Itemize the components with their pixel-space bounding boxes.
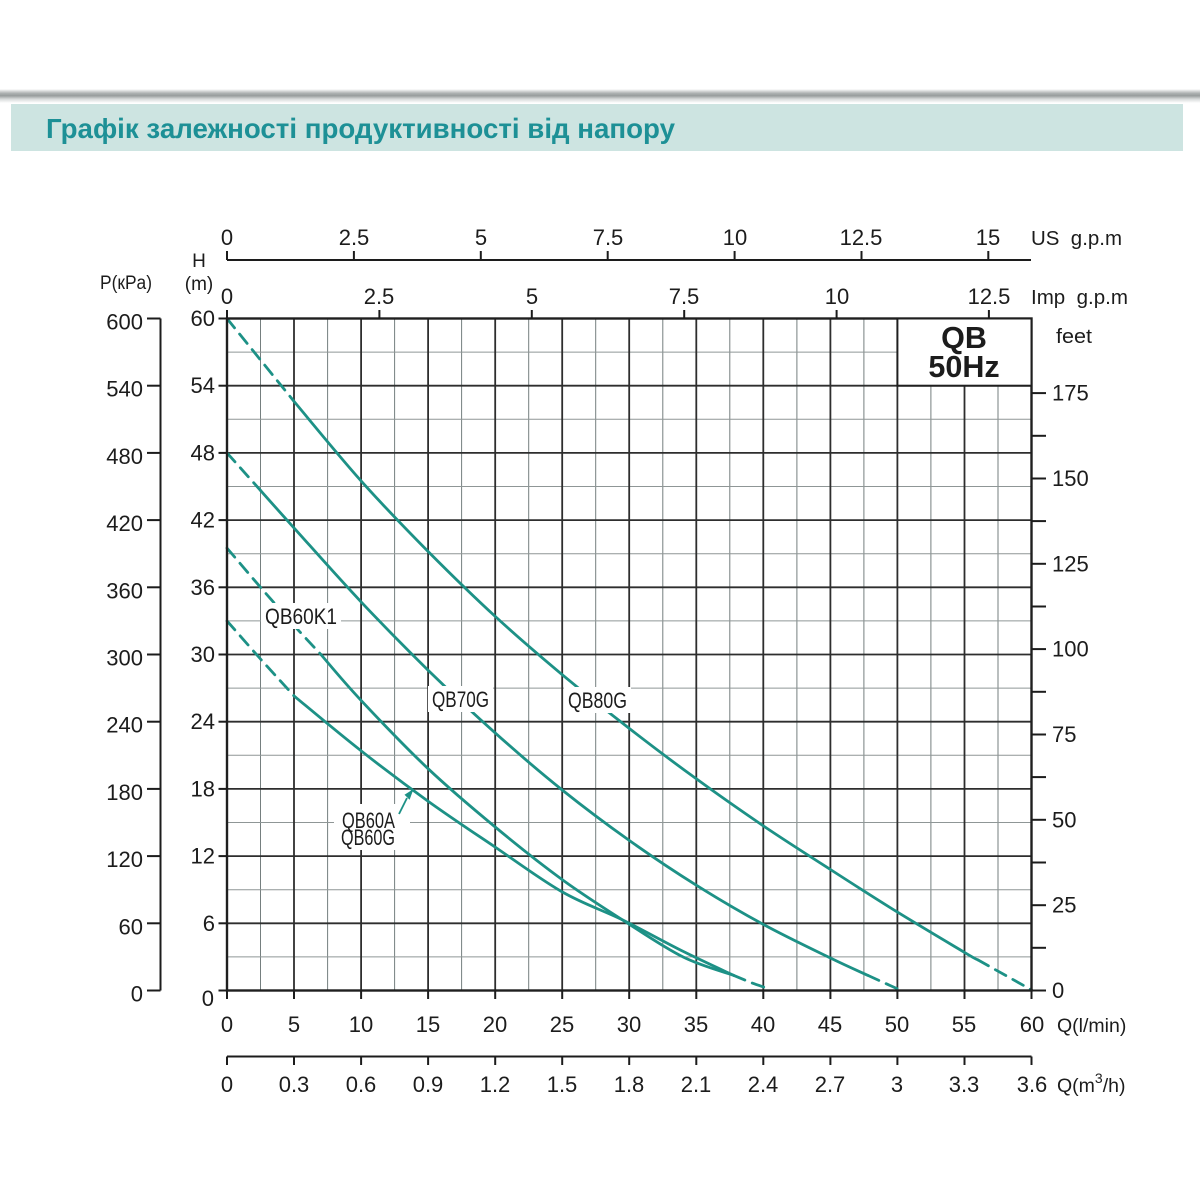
svg-text:420: 420	[106, 511, 143, 536]
svg-text:42: 42	[191, 508, 215, 533]
svg-text:50: 50	[885, 1012, 909, 1037]
svg-text:54: 54	[191, 373, 215, 398]
svg-text:60: 60	[191, 306, 215, 331]
svg-text:3.3: 3.3	[949, 1072, 980, 1097]
svg-text:feet: feet	[1056, 326, 1092, 348]
svg-text:7.5: 7.5	[669, 284, 700, 309]
svg-text:12: 12	[191, 844, 215, 869]
svg-text:150: 150	[1052, 466, 1089, 491]
svg-text:25: 25	[1052, 893, 1076, 918]
svg-text:2.4: 2.4	[748, 1072, 779, 1097]
svg-text:175: 175	[1052, 381, 1089, 406]
svg-text:35: 35	[684, 1012, 708, 1037]
svg-text:2.1: 2.1	[681, 1072, 712, 1097]
svg-text:75: 75	[1052, 722, 1076, 747]
svg-text:360: 360	[106, 578, 143, 603]
svg-text:50Hz: 50Hz	[928, 350, 999, 384]
svg-text:600: 600	[106, 310, 143, 335]
svg-text:P(кPa): P(кPa)	[100, 273, 152, 294]
svg-text:1.5: 1.5	[547, 1072, 578, 1097]
svg-text:QB70G: QB70G	[432, 687, 489, 712]
svg-text:7.5: 7.5	[593, 225, 624, 250]
svg-text:125: 125	[1052, 551, 1089, 576]
svg-text:0.9: 0.9	[413, 1072, 444, 1097]
svg-text:US g.p.m: US g.p.m	[1031, 228, 1122, 250]
svg-text:55: 55	[952, 1012, 976, 1037]
svg-text:0.6: 0.6	[346, 1072, 377, 1097]
svg-text:40: 40	[751, 1012, 775, 1037]
svg-text:15: 15	[416, 1012, 440, 1037]
svg-text:Графік залежності продуктивнос: Графік залежності продуктивності від нап…	[46, 113, 675, 144]
svg-text:QB60G: QB60G	[341, 825, 395, 850]
svg-text:Imp g.p.m: Imp g.p.m	[1031, 287, 1128, 309]
svg-text:10: 10	[825, 284, 849, 309]
svg-text:18: 18	[191, 776, 215, 801]
svg-text:0: 0	[1052, 978, 1064, 1003]
svg-text:20: 20	[483, 1012, 507, 1037]
svg-text:Q(m3/h): Q(m3/h)	[1057, 1070, 1125, 1097]
svg-text:48: 48	[191, 440, 215, 465]
svg-text:QB60A: QB60A	[342, 808, 395, 833]
svg-text:2.7: 2.7	[815, 1072, 846, 1097]
svg-text:300: 300	[106, 646, 143, 671]
svg-text:24: 24	[191, 709, 215, 734]
svg-text:1.2: 1.2	[480, 1072, 511, 1097]
svg-text:1.8: 1.8	[614, 1072, 645, 1097]
svg-text:Q(l/min): Q(l/min)	[1057, 1015, 1126, 1037]
svg-text:15: 15	[976, 225, 1000, 250]
svg-text:180: 180	[106, 780, 143, 805]
svg-text:5: 5	[288, 1012, 300, 1037]
svg-text:0: 0	[202, 986, 214, 1011]
svg-text:480: 480	[106, 444, 143, 469]
svg-text:3: 3	[891, 1072, 903, 1097]
svg-text:QB60K1: QB60K1	[265, 604, 337, 629]
svg-text:50: 50	[1052, 807, 1076, 832]
svg-text:60: 60	[1020, 1012, 1044, 1037]
svg-text:QB: QB	[941, 321, 987, 355]
svg-text:0: 0	[221, 284, 233, 309]
svg-text:5: 5	[526, 284, 538, 309]
svg-text:5: 5	[475, 225, 487, 250]
svg-text:25: 25	[550, 1012, 574, 1037]
svg-text:12.5: 12.5	[840, 225, 883, 250]
svg-text:0: 0	[131, 982, 143, 1007]
svg-text:0.3: 0.3	[279, 1072, 310, 1097]
svg-text:3.6: 3.6	[1017, 1072, 1048, 1097]
svg-text:36: 36	[191, 575, 215, 600]
svg-text:10: 10	[723, 225, 747, 250]
svg-text:0: 0	[221, 1012, 233, 1037]
svg-text:(m): (m)	[185, 274, 213, 295]
svg-text:120: 120	[106, 847, 143, 872]
svg-text:H: H	[192, 251, 206, 272]
svg-text:0: 0	[221, 1072, 233, 1097]
svg-text:60: 60	[119, 914, 143, 939]
svg-text:30: 30	[617, 1012, 641, 1037]
svg-text:30: 30	[191, 642, 215, 667]
svg-text:2.5: 2.5	[339, 225, 370, 250]
svg-text:10: 10	[349, 1012, 373, 1037]
svg-text:QB80G: QB80G	[568, 688, 627, 713]
svg-text:100: 100	[1052, 637, 1089, 662]
svg-text:540: 540	[106, 377, 143, 402]
svg-text:0: 0	[221, 225, 233, 250]
svg-text:45: 45	[818, 1012, 842, 1037]
svg-text:12.5: 12.5	[968, 284, 1011, 309]
svg-text:6: 6	[203, 911, 215, 936]
svg-text:2.5: 2.5	[364, 284, 395, 309]
svg-text:240: 240	[106, 713, 143, 738]
